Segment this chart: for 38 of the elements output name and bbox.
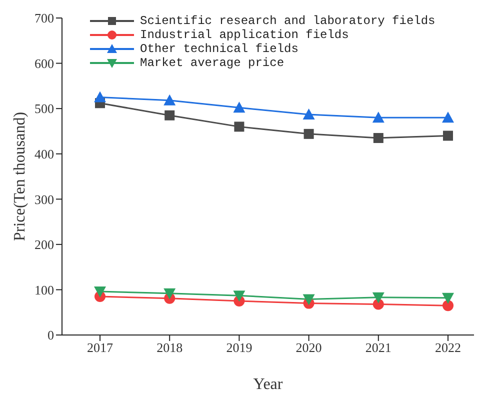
x-tick-label: 2020 <box>296 340 322 356</box>
x-tick-label: 2022 <box>435 340 461 356</box>
point <box>94 286 106 298</box>
legend-label: Market average price <box>140 56 284 70</box>
y-tick-label: 500 <box>34 101 54 116</box>
x-axis-title: Year <box>253 376 284 393</box>
point <box>164 94 176 106</box>
point <box>442 292 454 304</box>
y-axis-title: Price(Ten thousand) <box>12 112 28 242</box>
x-tick-label: 2018 <box>156 340 183 356</box>
y-tick-label: 700 <box>34 10 54 26</box>
y-tick-label: 400 <box>34 146 54 162</box>
point <box>234 122 244 132</box>
point <box>373 133 384 144</box>
point <box>233 102 246 113</box>
point <box>372 292 384 304</box>
point <box>443 130 453 141</box>
point <box>302 108 315 120</box>
y-tick-label: 200 <box>34 237 54 252</box>
point <box>442 300 454 312</box>
y-tick-label: 300 <box>34 192 54 207</box>
x-tick-label: 2019 <box>226 340 252 356</box>
y-tick-label: 100 <box>34 282 54 298</box>
x-tick-label: 2017 <box>87 340 114 356</box>
x-tick-label: 2021 <box>365 340 392 356</box>
point <box>164 288 176 300</box>
legend-label: Scientific research and laboratory fields <box>140 14 436 28</box>
y-tick-label: 600 <box>34 56 54 71</box>
point <box>164 110 175 120</box>
legend-label: Other technical fields <box>140 42 298 56</box>
point <box>442 112 454 123</box>
y-tick-label: 0 <box>48 328 54 343</box>
point <box>94 91 106 102</box>
point <box>372 112 384 123</box>
legend-label: Industrial application fields <box>140 28 349 42</box>
point <box>304 128 314 139</box>
point <box>302 294 315 306</box>
point <box>233 290 246 302</box>
